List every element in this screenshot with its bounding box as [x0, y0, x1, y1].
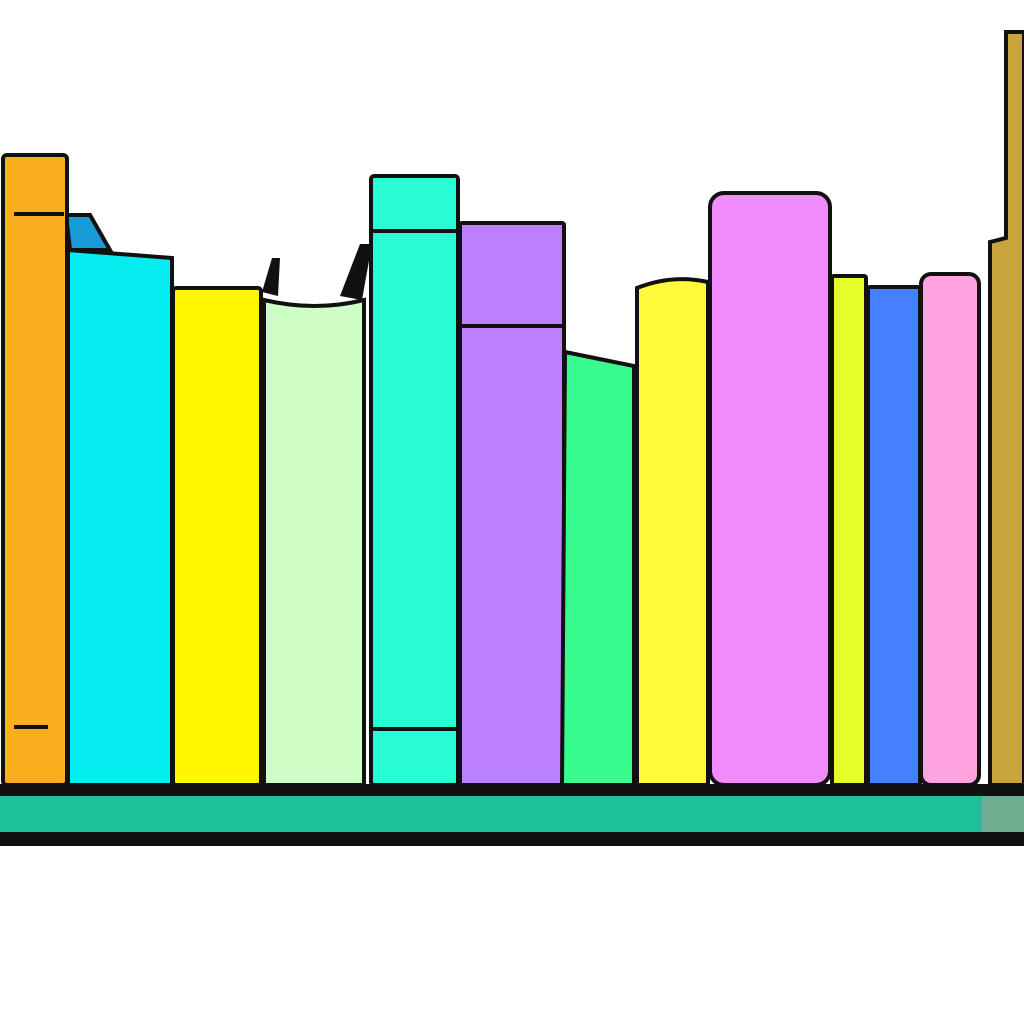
- orange-book: [1, 153, 69, 787]
- lime-book: [830, 274, 868, 787]
- aqua-book: [369, 174, 460, 787]
- books: [1, 30, 1024, 787]
- pale-green-book: [262, 297, 366, 787]
- gold-book: [988, 30, 1024, 787]
- leaning-book-edge: [262, 258, 280, 296]
- pink-book: [708, 191, 832, 787]
- shelf-bottom-edge: [0, 832, 1024, 846]
- shelf: [0, 784, 1024, 846]
- purple-book: [458, 221, 566, 787]
- green-book: [559, 349, 636, 787]
- yellow-book: [171, 286, 263, 787]
- shelf-board: [0, 796, 1024, 834]
- light-pink-book: [919, 272, 981, 787]
- leaning-book-edge-2: [340, 244, 372, 300]
- shelf-end-shade: [982, 796, 1024, 834]
- yellow-book-2: [635, 277, 710, 787]
- cyan-book: [66, 247, 174, 787]
- blue-book: [866, 285, 922, 787]
